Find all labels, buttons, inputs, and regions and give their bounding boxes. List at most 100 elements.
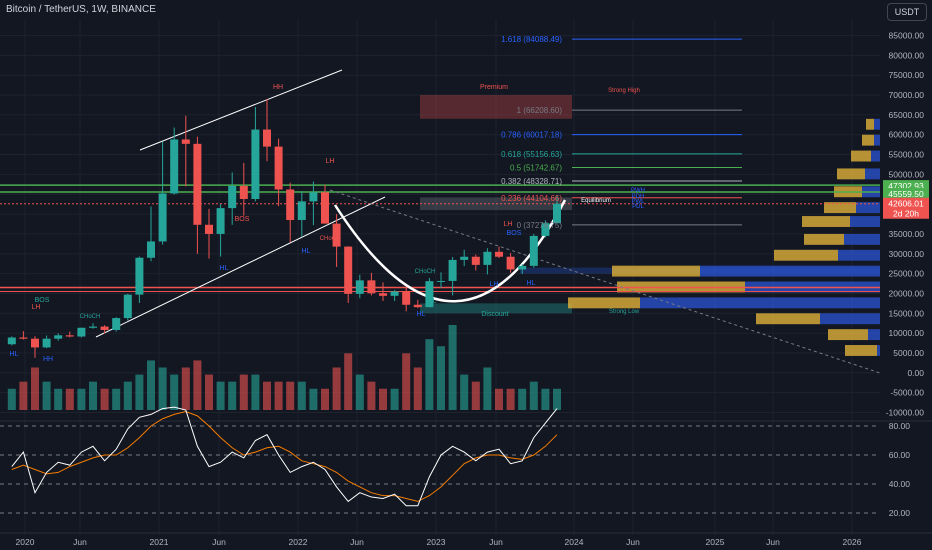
volume-bars (7, 325, 561, 410)
candle-body (460, 256, 469, 260)
x-tick-label: 2023 (427, 537, 446, 547)
y-tick-label: 60000.00 (889, 130, 925, 140)
candle-body (274, 146, 283, 190)
volume-bar (158, 367, 167, 410)
x-tick-label: Jun (212, 537, 226, 547)
annotation-label: HL (10, 351, 19, 358)
vp-bar-up (866, 118, 874, 130)
volume-bar (77, 388, 86, 410)
volume-bar (379, 388, 387, 410)
vp-bar-down (868, 329, 880, 341)
candle-body (42, 338, 51, 348)
volume-bar (495, 388, 503, 410)
vp-bar-down (640, 297, 880, 309)
rsi-tick-label: 60.00 (889, 450, 911, 460)
candle-body (448, 259, 457, 281)
x-tick-label: 2026 (843, 537, 862, 547)
vp-bar-up (851, 150, 871, 162)
candle-body (390, 291, 399, 296)
annotation-label: Strong High (608, 88, 640, 94)
volume-bar (216, 381, 225, 410)
annotation-label: Equilibrium (581, 198, 611, 204)
x-tick-label: 2025 (706, 537, 725, 547)
candle-body (286, 189, 295, 221)
y-tick-label: 35000.00 (889, 229, 925, 239)
y-tick-label: 0.00 (907, 368, 924, 378)
volume-bar (286, 381, 295, 410)
annotation-label: CHoCH (415, 269, 436, 275)
candle-body (367, 280, 376, 294)
price-tag-label: 42606.01 (888, 199, 924, 209)
volume-bar (65, 388, 74, 410)
x-tick-label: 2024 (565, 537, 584, 547)
vp-bar-down (865, 168, 880, 180)
price-tag (883, 180, 929, 192)
candle-body (100, 326, 109, 330)
y-tick-label: 80000.00 (889, 50, 925, 60)
fib-label: 1.618 (84088.49) (501, 35, 562, 44)
annotation-label: HH (43, 356, 53, 363)
rsi-tick-label: 20.00 (889, 508, 911, 518)
candle-body (170, 139, 179, 194)
volume-bar (205, 374, 213, 410)
annotations: HHLHLHHLHLHLHLHLBOSBOSBOSHHLHLHHLPremium… (10, 84, 646, 363)
candle-body (541, 223, 550, 236)
candle-body (158, 193, 167, 242)
volume-bar (54, 388, 63, 410)
volume-bar (251, 374, 260, 410)
vp-bar-up (802, 216, 850, 227)
vp-bar-up (568, 297, 640, 309)
candle-body (344, 246, 353, 294)
annotation-label: HL (417, 311, 426, 318)
candle-body (263, 129, 271, 147)
candle-body (147, 241, 155, 258)
y-tick-label: 25000.00 (889, 269, 925, 279)
volume-bar (263, 381, 271, 410)
volume-bar (437, 346, 445, 410)
candle-body (31, 338, 39, 348)
volume-bar (31, 367, 39, 410)
channel-line (139, 69, 343, 151)
annotation-label: Premium (480, 84, 508, 91)
annotation-label: BOS (235, 216, 250, 223)
annotation-label: HL (527, 280, 536, 287)
price-tag-label: 47302.93 (888, 181, 924, 191)
volume-bar (89, 381, 97, 410)
volume-bar (309, 388, 318, 410)
candle-body (425, 281, 434, 308)
vp-bar-down (844, 233, 880, 245)
annotation-label: LH (504, 221, 513, 228)
annotation-label: CHoCH (320, 236, 341, 242)
annotation-label: CHoCH (80, 314, 101, 320)
candles (7, 98, 561, 358)
candle-body (495, 251, 503, 257)
vp-bar-down (850, 216, 880, 227)
vp-bar-down (838, 249, 880, 261)
x-tick-label: Jun (73, 537, 87, 547)
candle-body (193, 143, 202, 225)
volume-bar (390, 388, 399, 410)
price-tag (883, 207, 929, 219)
rsi-tick-label: 80.00 (889, 421, 911, 431)
candle-body (529, 235, 538, 266)
x-tick-label: 2021 (150, 537, 169, 547)
volume-bar (274, 381, 283, 410)
volume-bar (402, 353, 411, 410)
annotation-label: LH (326, 158, 335, 165)
candle-body (239, 185, 248, 199)
candle-body (309, 192, 318, 202)
y-tick-label: 85000.00 (889, 31, 925, 41)
y-tick-label: 20000.00 (889, 288, 925, 298)
vp-bar-up (612, 265, 700, 277)
volume-bar (344, 353, 353, 410)
candle-body (518, 265, 527, 270)
vp-bar-up (837, 168, 865, 180)
volume-bar (483, 367, 492, 410)
rsi-tick-label: 40.00 (889, 479, 911, 489)
vp-bar-down (856, 202, 880, 214)
candle-body (251, 129, 260, 199)
currency-button[interactable]: USDT (887, 3, 927, 21)
volume-bar (529, 381, 538, 410)
x-tick-label: Jun (626, 537, 640, 547)
